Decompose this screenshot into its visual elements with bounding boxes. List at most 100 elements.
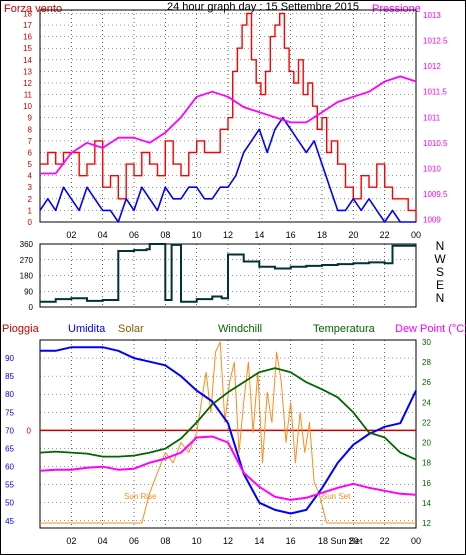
weather-x-tick: 16 xyxy=(286,536,296,546)
chart-title: 24 hour graph day : 15 Settembre 2015 xyxy=(167,1,359,13)
wind-y-tick: 5 xyxy=(28,160,33,169)
pressure-y-tick: 1013 xyxy=(423,11,441,20)
weather-legend: Pioggia Umidita Solar Windchill Temperatura D… xyxy=(2,323,466,335)
temperature-y-tick: 30 xyxy=(422,338,431,347)
wind-x-tick: 00 xyxy=(411,230,421,240)
wind-x-tick: 14 xyxy=(254,230,264,240)
weather-x-tick: 10 xyxy=(192,536,202,546)
wind-x-tick: 08 xyxy=(160,230,170,240)
pressure-y-tick: 1012 xyxy=(423,62,441,71)
legend-item: Umidita xyxy=(68,323,106,335)
humidity-y-tick: 70 xyxy=(5,426,14,435)
pressure-y-tick: 1011 xyxy=(423,113,441,122)
wind-y-tick: 8 xyxy=(28,125,33,134)
weather-x-tick: 04 xyxy=(98,536,108,546)
pressure-y-tick: 1012.5 xyxy=(423,37,448,46)
humidity-y-tick: 90 xyxy=(5,354,14,363)
legend-item: Windchill xyxy=(218,323,262,335)
humidity-y-tick: 65 xyxy=(5,444,14,453)
pressure-y-tick: 1009 xyxy=(423,215,441,224)
wind-y-tick: 4 xyxy=(28,172,33,181)
compass-label: S xyxy=(436,265,444,279)
wind-x-tick: 18 xyxy=(317,230,327,240)
sunrise-label: Sun Rise xyxy=(124,492,157,501)
wind-x-tick: 16 xyxy=(286,230,296,240)
series-pressure xyxy=(40,75,417,175)
weather-x-tick: 20 xyxy=(348,536,358,546)
series-solar xyxy=(40,341,416,524)
wind-y-tick: 18 xyxy=(23,9,32,18)
wind-x-tick: 10 xyxy=(192,230,202,240)
dir-y-tick: 180 xyxy=(20,272,34,281)
pressure-y-tick: 1010.5 xyxy=(423,139,448,148)
dir-y-tick: 90 xyxy=(24,287,33,296)
humidity-y-tick: 60 xyxy=(5,463,14,472)
wind-y-tick: 10 xyxy=(23,102,32,111)
temperature-y-tick: 20 xyxy=(422,439,431,448)
wind-axis-label: Forza vento xyxy=(4,3,62,15)
wind-y-tick: 13 xyxy=(23,67,32,76)
wind-x-tick: 02 xyxy=(66,230,76,240)
compass-label: W xyxy=(434,252,446,266)
wind-x-tick: 20 xyxy=(348,230,358,240)
series-wind-direction xyxy=(40,243,416,303)
wind-y-tick: 7 xyxy=(28,137,33,146)
wind-y-tick: 1 xyxy=(28,206,33,215)
weather-x-tick: 18 Sun Set xyxy=(318,536,363,546)
weather-panel: 45 50 55 60 65 70 75 80 85 90 12 14 16 18 20 22 24 26 28 30… xyxy=(5,338,431,546)
compass-label: N xyxy=(436,291,445,305)
humidity-y-tick: 55 xyxy=(5,481,14,490)
wind-x-tick: 22 xyxy=(380,230,390,240)
wind-y-tick: 6 xyxy=(28,148,33,157)
wind-x-tick: 12 xyxy=(223,230,233,240)
wind-y-tick: 16 xyxy=(23,33,32,42)
temperature-y-tick: 24 xyxy=(422,398,431,407)
humidity-y-tick: 45 xyxy=(5,517,14,526)
rain-zero-label: 0 xyxy=(27,426,32,435)
temperature-y-tick: 18 xyxy=(422,459,431,468)
humidity-y-tick: 80 xyxy=(5,390,14,399)
temperature-y-tick: 28 xyxy=(422,358,431,367)
weather-x-tick: 14 xyxy=(254,536,264,546)
humidity-y-tick: 50 xyxy=(5,499,14,508)
wind-y-tick: 14 xyxy=(23,56,32,65)
temperature-y-tick: 26 xyxy=(422,378,431,387)
legend-item: Pioggia xyxy=(2,323,40,335)
compass-label: E xyxy=(436,278,444,292)
wind-y-tick: 11 xyxy=(24,91,33,100)
legend-item: Dew Point (°C) xyxy=(395,323,466,335)
pressure-y-tick: 1011.5 xyxy=(423,88,447,97)
temperature-y-tick: 22 xyxy=(422,418,431,427)
series-wind-gust xyxy=(40,12,417,222)
wind-x-tick: 04 xyxy=(98,230,108,240)
series-temperature xyxy=(39,367,417,461)
wind-y-tick: 12 xyxy=(23,79,32,88)
weather-x-tick: 02 xyxy=(66,536,76,546)
weather-x-tick: 08 xyxy=(160,536,170,546)
legend-item: Solar xyxy=(118,323,144,335)
wind-y-tick: 3 xyxy=(28,183,33,192)
pressure-axis-label: Pressione xyxy=(372,3,421,15)
series-dewpoint xyxy=(39,435,417,501)
wind-y-tick: 0 xyxy=(28,218,33,227)
pressure-y-tick: 1010 xyxy=(423,164,441,173)
wind-x-tick: 06 xyxy=(129,230,139,240)
weather-x-tick: 06 xyxy=(129,536,139,546)
humidity-y-tick: 85 xyxy=(5,372,14,381)
temperature-y-tick: 14 xyxy=(422,499,431,508)
dir-y-tick: 360 xyxy=(20,240,34,249)
series-humidity xyxy=(40,346,417,515)
temperature-y-tick: 12 xyxy=(422,519,431,528)
dir-y-tick: 270 xyxy=(20,256,34,265)
legend-item: Temperatura xyxy=(313,323,376,335)
dir-y-tick: 0 xyxy=(29,303,34,312)
wind-y-tick: 15 xyxy=(23,44,32,53)
weather-x-tick: 22 xyxy=(380,536,390,546)
sunset-label: Sun Set xyxy=(322,492,351,501)
wind-y-tick: 17 xyxy=(23,21,32,30)
weather-x-tick: 00 xyxy=(411,536,421,546)
pressure-y-tick: 1009.5 xyxy=(423,190,448,199)
